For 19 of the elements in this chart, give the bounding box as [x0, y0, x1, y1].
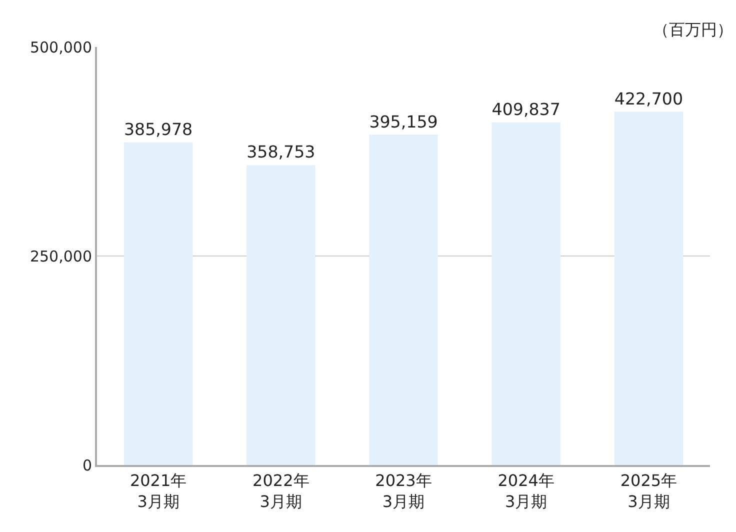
data-label: 409,837 [492, 100, 560, 120]
y-tick-label: 250,000 [30, 247, 92, 266]
y-tick-label: 0 [82, 456, 92, 474]
bar [246, 165, 316, 465]
x-tick-label: 2023年 3月期 [375, 471, 432, 511]
x-tick-label: 2022年 3月期 [252, 471, 310, 511]
y-tick-label: 500,000 [30, 38, 92, 56]
x-tick-label: 2025年 3月期 [620, 471, 678, 511]
data-label: 385,978 [124, 120, 193, 139]
bar [369, 134, 438, 465]
x-tick-label: 2021年 3月期 [130, 471, 187, 511]
data-label: 422,700 [614, 89, 684, 108]
data-label: 358,753 [246, 142, 316, 162]
bar [614, 112, 684, 465]
x-tick-label: 2024年 3月期 [498, 471, 554, 511]
bar [124, 142, 193, 465]
bar [492, 122, 560, 465]
data-label: 395,159 [369, 112, 438, 132]
y-axis-title: （百万円） [653, 20, 733, 39]
